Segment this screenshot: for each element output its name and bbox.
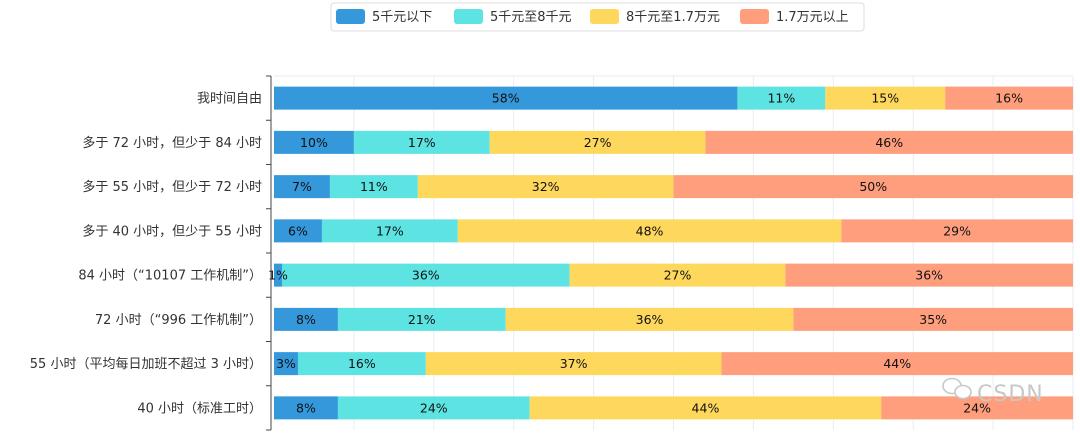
- bar-value-label: 29%: [943, 223, 971, 238]
- legend-swatch: [740, 9, 769, 24]
- bar-value-label: 27%: [664, 268, 692, 283]
- bar-value-label: 11%: [767, 91, 795, 106]
- bar-segment[interactable]: [337, 307, 506, 331]
- bar-value-label: 35%: [919, 312, 947, 327]
- bar-segment[interactable]: [274, 219, 322, 243]
- bar-value-label: 8%: [296, 312, 316, 327]
- legend-item[interactable]: 5千元以下: [336, 9, 432, 25]
- bar-value-label: 17%: [376, 223, 404, 238]
- bar-value-label: 21%: [408, 312, 436, 327]
- watermark: CSDN: [942, 377, 1044, 407]
- bar-segment[interactable]: [274, 263, 282, 287]
- bar-segment[interactable]: [721, 352, 1073, 376]
- bar-segment[interactable]: [505, 307, 794, 331]
- bar-value-label: 3%: [276, 356, 296, 371]
- bar-segment[interactable]: [881, 396, 1073, 420]
- y-tick-label: 多于 72 小时，但少于 84 小时: [82, 135, 262, 151]
- legend-item[interactable]: 1.7万元以上: [740, 9, 849, 25]
- wechat-icon: [942, 377, 972, 400]
- bar-segment[interactable]: [417, 175, 674, 199]
- bar-value-label: 11%: [360, 179, 388, 194]
- bar-segment[interactable]: [841, 219, 1073, 243]
- bar-value-label: 17%: [408, 135, 436, 150]
- bar-value-label: 24%: [963, 400, 991, 415]
- bar-segment[interactable]: [274, 86, 738, 110]
- bar-segment[interactable]: [274, 352, 298, 376]
- bar-segment[interactable]: [529, 396, 882, 420]
- bar-value-label: 48%: [636, 223, 664, 238]
- bar-segment[interactable]: [297, 352, 426, 376]
- bar-value-label: 44%: [692, 400, 720, 415]
- bar-segment[interactable]: [274, 396, 338, 420]
- bar-value-label: 36%: [915, 268, 943, 283]
- bar-value-label: 24%: [420, 400, 448, 415]
- y-tick-label: 40 小时（标准工时）: [137, 401, 262, 416]
- y-tick-label: 多于 40 小时，但少于 55 小时: [82, 223, 262, 239]
- y-tick-label: 84 小时（“10107 工作机制”）: [78, 269, 262, 284]
- legend-swatch: [336, 9, 365, 24]
- bar-segment[interactable]: [489, 130, 706, 154]
- bar-value-label: 16%: [348, 356, 376, 371]
- bar-value-label: 50%: [859, 179, 887, 194]
- bar-segment[interactable]: [737, 86, 826, 110]
- bar-value-label: 32%: [532, 179, 560, 194]
- bar-value-label: 16%: [995, 91, 1023, 106]
- legend-item[interactable]: 5千元至8千元: [454, 9, 572, 25]
- bar-segment[interactable]: [825, 86, 946, 110]
- legend: 5千元以下 5千元至8千元 8千元至1.7万元 1.7万元以上: [336, 9, 849, 25]
- bar-segment[interactable]: [274, 130, 354, 154]
- bar-segment[interactable]: [321, 219, 458, 243]
- bar-value-label: 36%: [412, 268, 440, 283]
- bar-segment[interactable]: [569, 263, 786, 287]
- bar-value-label: 36%: [636, 312, 664, 327]
- bar-value-label: 37%: [560, 356, 588, 371]
- legend-label: 8千元至1.7万元: [626, 10, 720, 25]
- legend-label: 5千元以下: [372, 10, 432, 25]
- legend-label: 5千元至8千元: [490, 10, 572, 25]
- y-tick-label: 多于 55 小时，但少于 72 小时: [82, 179, 262, 195]
- bar-value-label: 44%: [883, 356, 911, 371]
- bar-segment[interactable]: [329, 175, 418, 199]
- y-tick-label: 72 小时（“996 工作机制”）: [95, 313, 262, 328]
- bars: 58% 11% 15% 16% 10% 17% 27% 46% 7% 11% 32% 50% 6% 17%…: [268, 86, 1074, 420]
- y-tick-label: 55 小时（平均每日加班不超过 3 小时）: [30, 356, 262, 372]
- watermark-text: CSDN: [977, 382, 1044, 407]
- bar-segment[interactable]: [274, 307, 338, 331]
- legend-swatch: [590, 9, 619, 24]
- bar-segment[interactable]: [457, 219, 842, 243]
- bar-segment[interactable]: [793, 307, 1073, 331]
- bar-segment[interactable]: [785, 263, 1073, 287]
- bar-segment[interactable]: [353, 130, 490, 154]
- bar-value-label: 15%: [871, 91, 899, 106]
- bar-segment[interactable]: [705, 130, 1073, 154]
- bar-value-label: 1%: [268, 268, 288, 283]
- bar-segment[interactable]: [274, 175, 330, 199]
- bar-segment[interactable]: [281, 263, 570, 287]
- bar-value-label: 7%: [292, 179, 312, 194]
- legend-label: 1.7万元以上: [776, 10, 849, 25]
- bar-value-label: 46%: [875, 135, 903, 150]
- bar-value-label: 58%: [492, 91, 520, 106]
- bar-segment[interactable]: [945, 86, 1073, 110]
- bar-value-label: 8%: [296, 400, 316, 415]
- y-tick-label: 我时间自由: [197, 92, 262, 107]
- bar-value-label: 10%: [300, 135, 328, 150]
- bar-segment[interactable]: [673, 175, 1074, 199]
- bar-value-label: 6%: [288, 223, 308, 238]
- legend-item[interactable]: 8千元至1.7万元: [590, 9, 720, 25]
- legend-swatch: [454, 9, 483, 24]
- bar-segment[interactable]: [425, 352, 722, 376]
- bar-segment[interactable]: [337, 396, 530, 420]
- grid-lines: [274, 75, 1074, 430]
- bar-value-label: 27%: [584, 135, 612, 150]
